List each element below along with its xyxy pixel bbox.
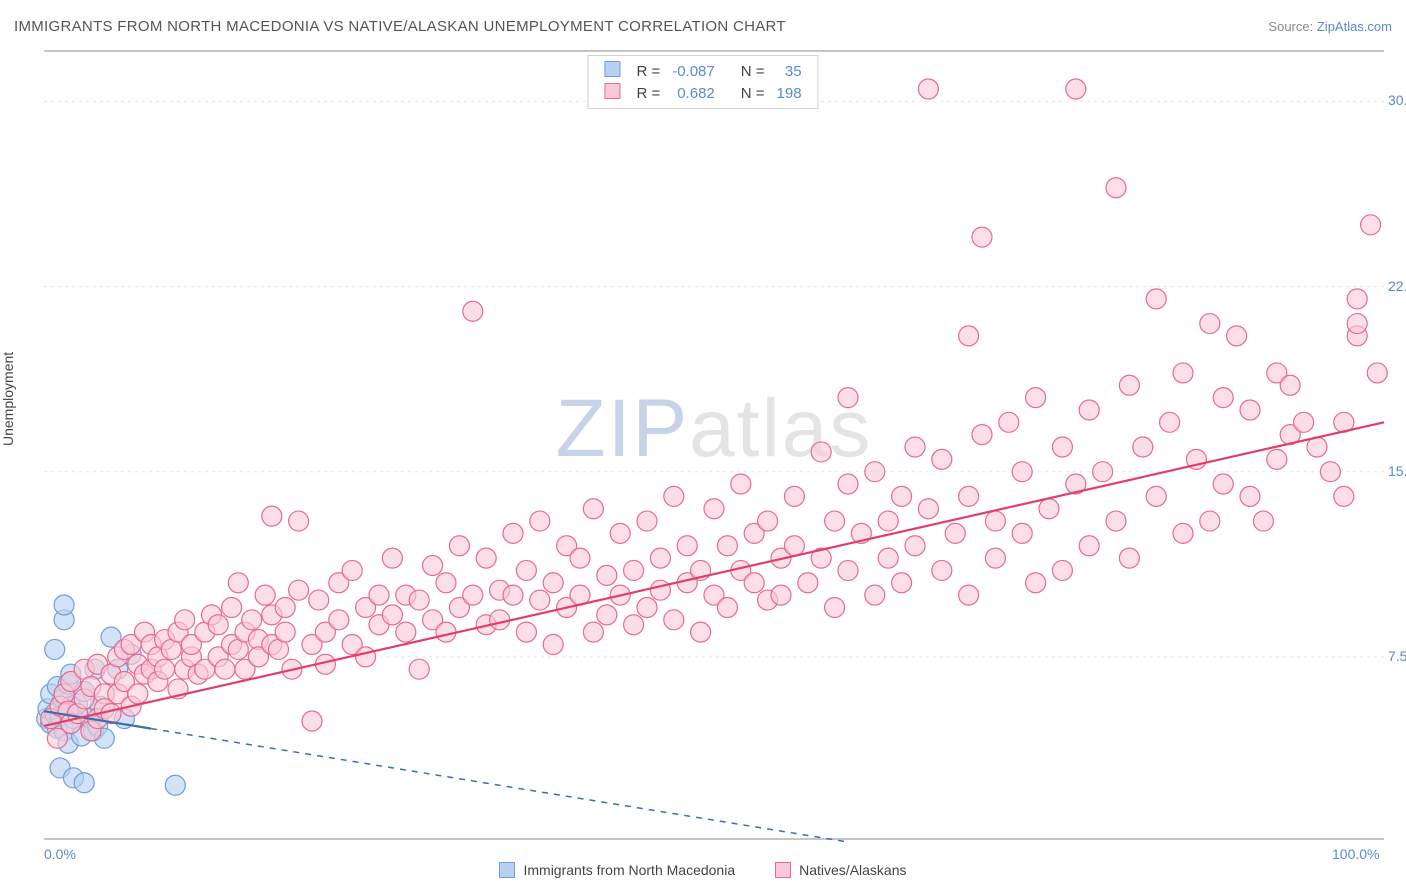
swatch-series-a [604, 61, 620, 77]
y-tick-label: 22.5% [1388, 278, 1406, 294]
y-tick-label: 15.0% [1388, 463, 1406, 479]
x-tick-label: 100.0% [1332, 846, 1379, 862]
swatch-series-b-legend [775, 862, 791, 878]
y-axis-label: Unemployment [0, 352, 16, 446]
y-tick-label: 30.0% [1388, 92, 1406, 108]
source-credit: Source: ZipAtlas.com [1268, 19, 1392, 34]
legend-bottom: Immigrants from North Macedonia Natives/… [0, 862, 1406, 878]
plot-area: ZIPatlas 7.5%15.0%22.5%30.0%0.0%100.0% [44, 50, 1384, 840]
legend-item-a: Immigrants from North Macedonia [499, 862, 735, 878]
stats-table: R = -0.087 N = 35 R = 0.682 N = 198 [598, 60, 807, 104]
stat-label-n: N = [735, 60, 771, 82]
stats-box: R = -0.087 N = 35 R = 0.682 N = 198 [587, 55, 818, 109]
x-tick-label: 0.0% [44, 846, 76, 862]
swatch-series-b [604, 83, 620, 99]
chart-svg [44, 52, 1384, 838]
stats-row: R = 0.682 N = 198 [598, 82, 807, 104]
stat-label-n: N = [735, 82, 771, 104]
stat-value-r-a: -0.087 [666, 60, 721, 82]
legend-label-b: Natives/Alaskans [799, 862, 906, 878]
stat-label-r: R = [630, 60, 666, 82]
y-tick-label: 7.5% [1388, 648, 1406, 664]
legend-item-b: Natives/Alaskans [775, 862, 906, 878]
source-label: Source: [1268, 19, 1313, 34]
chart-title: IMMIGRANTS FROM NORTH MACEDONIA VS NATIV… [14, 18, 786, 35]
stats-row: R = -0.087 N = 35 [598, 60, 807, 82]
stat-label-r: R = [630, 82, 666, 104]
stat-value-r-b: 0.682 [666, 82, 721, 104]
swatch-series-a-legend [499, 862, 515, 878]
stat-value-n-b: 198 [771, 82, 808, 104]
stat-value-n-a: 35 [771, 60, 808, 82]
title-bar: IMMIGRANTS FROM NORTH MACEDONIA VS NATIV… [14, 18, 1392, 35]
source-link[interactable]: ZipAtlas.com [1317, 19, 1392, 34]
legend-label-a: Immigrants from North Macedonia [523, 862, 735, 878]
